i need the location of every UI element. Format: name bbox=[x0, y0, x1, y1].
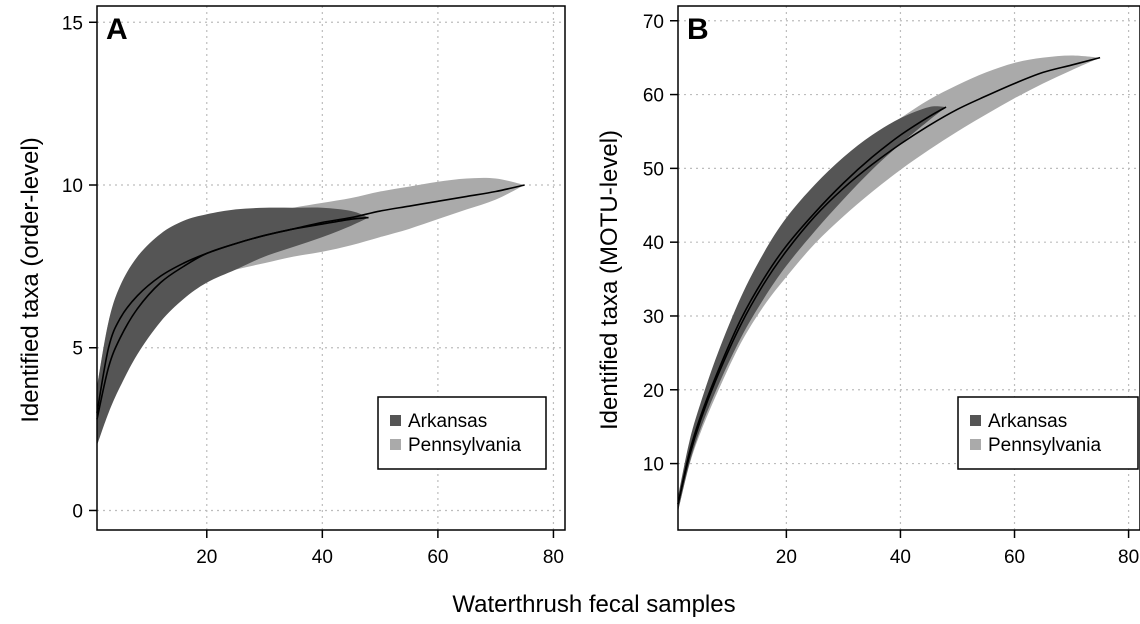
panel-a-legend-box bbox=[377, 396, 547, 470]
panel-a-legend: Arkansas Pennsylvania bbox=[377, 396, 547, 470]
panel-a-y-tick-label-5: 5 bbox=[72, 339, 83, 360]
panel-a-legend-swatch-arkansas bbox=[390, 415, 401, 426]
panel-b-y-tick-label-10: 10 bbox=[643, 455, 664, 476]
panel-a-means bbox=[96, 184, 525, 420]
panel-b-y-axis-title: Identified taxa (MOTU-level) bbox=[596, 130, 623, 430]
panel-b-legend-box bbox=[957, 396, 1139, 470]
panel-b-means bbox=[677, 56, 1101, 505]
panel-a-y-tick-label-10: 10 bbox=[62, 176, 83, 197]
panel-a-y-axis-title: Identified taxa (order-level) bbox=[17, 137, 44, 422]
panel-a-x-axis: 20 40 60 80 bbox=[196, 530, 564, 568]
panel-b: 20 40 60 80 10 20 30 40 50 60 70 B Identified tax… bbox=[596, 5, 1140, 568]
panel-a-y-tick-label-15: 15 bbox=[62, 13, 83, 34]
panel-b-y-tick-label-20: 20 bbox=[643, 381, 664, 402]
panel-b-legend-label-arkansas: Arkansas bbox=[988, 411, 1067, 432]
panel-a-legend-swatch-pennsylvania bbox=[390, 439, 401, 450]
x-axis-title: Waterthrush fecal samples bbox=[452, 591, 735, 618]
panel-a-legend-label-pennsylvania: Pennsylvania bbox=[408, 435, 521, 456]
panel-a-legend-label-arkansas: Arkansas bbox=[408, 411, 487, 432]
panel-a: 20 40 60 80 0 5 10 15 A Identified taxa (order… bbox=[17, 5, 566, 568]
panel-a-mean-line-pennsylvania bbox=[96, 184, 525, 413]
panel-b-x-tick-label-40: 40 bbox=[890, 547, 911, 568]
panel-b-y-axis: 10 20 30 40 50 60 70 bbox=[643, 12, 678, 476]
panel-b-legend-swatch-arkansas bbox=[970, 415, 981, 426]
panel-b-letter: B bbox=[687, 13, 709, 46]
panel-b-x-tick-label-20: 20 bbox=[776, 547, 797, 568]
panel-b-bands bbox=[678, 55, 1101, 512]
panel-a-letter: A bbox=[106, 13, 128, 46]
panel-a-grid bbox=[97, 6, 565, 530]
panel-a-bands bbox=[97, 177, 525, 446]
panel-b-x-tick-label-80: 80 bbox=[1118, 547, 1139, 568]
panel-b-y-tick-label-40: 40 bbox=[643, 233, 664, 254]
panel-b-legend: Arkansas Pennsylvania bbox=[957, 396, 1139, 470]
panel-b-mean-line-arkansas bbox=[677, 106, 947, 505]
panel-a-x-tick-label-20: 20 bbox=[196, 547, 217, 568]
panel-b-mean-line-pennsylvania bbox=[677, 56, 1101, 505]
panel-a-y-axis: 0 5 10 15 bbox=[62, 13, 97, 522]
panel-b-x-axis: 20 40 60 80 bbox=[776, 530, 1139, 568]
panel-b-y-tick-label-60: 60 bbox=[643, 86, 664, 107]
panel-b-x-tick-label-60: 60 bbox=[1004, 547, 1025, 568]
panel-b-y-tick-label-30: 30 bbox=[643, 307, 664, 328]
panel-b-y-tick-label-50: 50 bbox=[643, 159, 664, 180]
panel-b-legend-label-pennsylvania: Pennsylvania bbox=[988, 435, 1101, 456]
panel-a-x-tick-label-40: 40 bbox=[312, 547, 333, 568]
panel-a-x-tick-label-80: 80 bbox=[543, 547, 564, 568]
panel-b-y-tick-label-70: 70 bbox=[643, 12, 664, 33]
panel-b-band-arkansas bbox=[678, 106, 947, 512]
panel-b-legend-swatch-pennsylvania bbox=[970, 439, 981, 450]
panel-a-frame bbox=[96, 5, 566, 531]
panel-a-band-arkansas bbox=[97, 207, 369, 446]
panel-a-y-tick-label-0: 0 bbox=[72, 501, 83, 522]
panel-a-x-tick-label-60: 60 bbox=[427, 547, 448, 568]
panel-b-frame bbox=[677, 5, 1140, 531]
